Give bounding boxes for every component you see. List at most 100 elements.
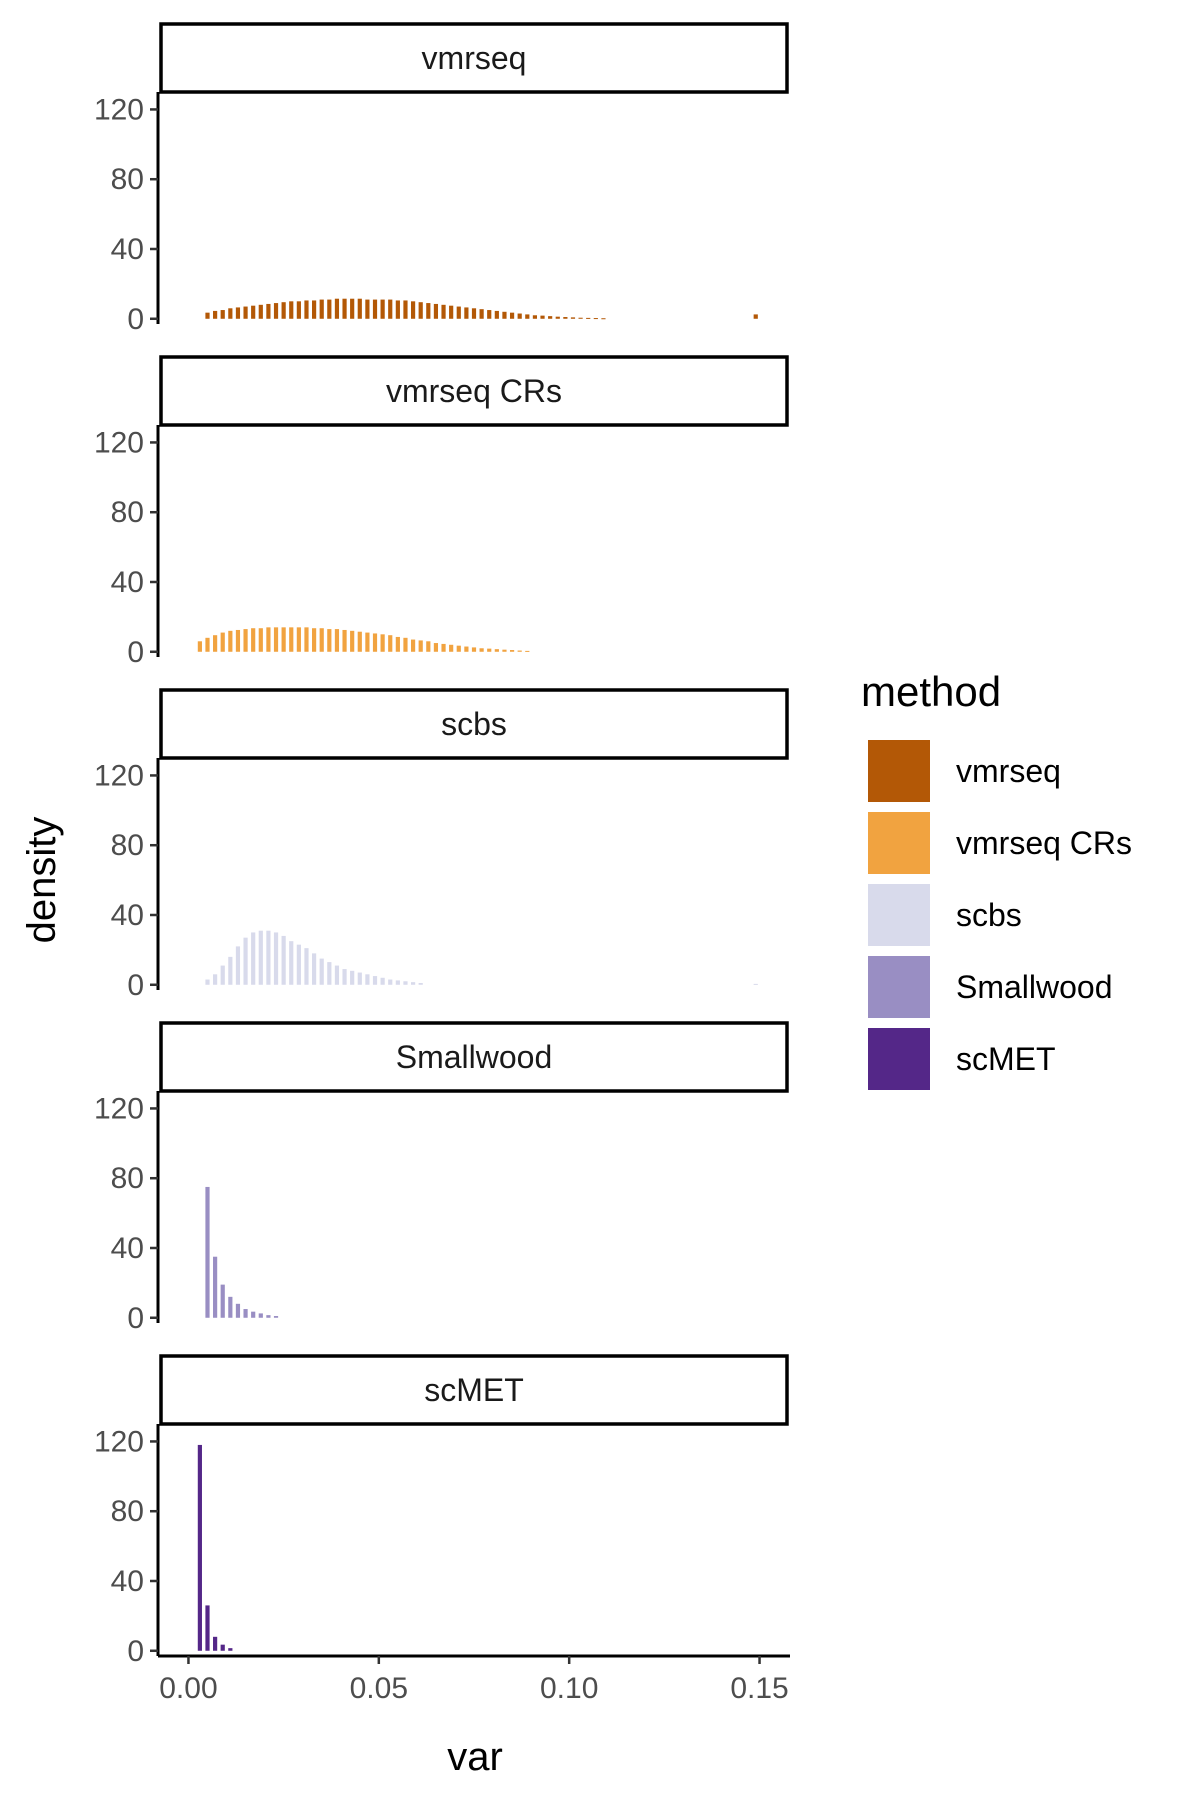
y-tick-label: 80 <box>111 1495 144 1528</box>
histogram-bar <box>372 976 378 985</box>
histogram-bar <box>357 298 362 319</box>
facet-strip-label: Smallwood <box>396 1039 553 1075</box>
histogram-bar <box>380 977 385 985</box>
histogram-bar <box>372 299 378 319</box>
histogram-bar <box>319 958 324 985</box>
histogram-bar <box>304 627 309 652</box>
histogram-bar <box>357 972 362 985</box>
facet-strip <box>159 22 789 94</box>
histogram-bar <box>441 643 446 652</box>
histogram-bar <box>197 1444 202 1651</box>
histogram-bar <box>213 974 218 985</box>
histogram-bar <box>350 298 355 319</box>
histogram-bar <box>220 632 225 652</box>
histogram-bar <box>312 300 317 319</box>
legend-label: scbs <box>956 897 1022 933</box>
histogram-bar <box>312 953 317 985</box>
legend: method vmrseq vmrseq CRs scbs Smallwood scME… <box>861 668 1132 1090</box>
legend-swatch <box>868 740 930 802</box>
y-tick-label: 0 <box>127 303 144 336</box>
histogram-bar <box>441 304 446 319</box>
histogram-bar <box>273 627 279 652</box>
histogram-bar <box>319 299 324 319</box>
histogram-bar <box>350 970 355 985</box>
histogram-bar <box>213 635 218 652</box>
histogram-bar <box>365 974 370 985</box>
legend-label: Smallwood <box>956 969 1113 1005</box>
histogram-bar <box>243 629 248 652</box>
histogram-bar <box>570 317 576 319</box>
histogram-bar <box>235 629 241 652</box>
histogram-bar <box>426 641 431 652</box>
y-tick-label: 120 <box>94 1425 144 1458</box>
histogram-bar <box>281 627 286 652</box>
histogram-bar <box>433 643 439 652</box>
histogram-bar <box>266 930 271 985</box>
histogram-bar <box>372 633 378 652</box>
histogram-bar <box>273 932 279 985</box>
histogram-bar <box>213 310 218 319</box>
histogram-bar <box>228 1296 233 1318</box>
facet-strip-label: scbs <box>441 706 507 742</box>
histogram-bar <box>487 648 492 652</box>
x-tick-label: 0.10 <box>540 1672 598 1705</box>
x-tick-label: 0.00 <box>159 1672 217 1705</box>
histogram-bar <box>418 302 423 319</box>
y-tick-label: 40 <box>111 566 144 599</box>
facet-panel: vmrseq CRs 0 40 80 120 <box>94 355 789 669</box>
histogram-bar <box>289 627 294 652</box>
histogram-bar <box>220 1644 225 1651</box>
histogram-bar <box>357 631 362 652</box>
histogram-bar <box>296 301 301 319</box>
histogram-bar <box>327 962 332 985</box>
legend-swatch <box>868 1028 930 1090</box>
histogram-bar <box>502 649 507 652</box>
histogram-bar <box>273 1316 279 1318</box>
histogram-bar <box>228 956 233 985</box>
legend-label: vmrseq CRs <box>956 825 1132 861</box>
histogram-bar <box>235 1303 241 1318</box>
histogram-bar <box>502 311 507 319</box>
legend-label: vmrseq <box>956 753 1061 789</box>
facet-strip <box>159 1021 789 1093</box>
y-tick-label: 40 <box>111 1232 144 1265</box>
y-tick-label: 80 <box>111 829 144 862</box>
histogram-bar <box>525 314 530 319</box>
y-axis-title: density <box>20 817 64 944</box>
histogram-bar <box>494 310 499 319</box>
histogram-bar <box>342 629 347 652</box>
histogram-bar <box>197 641 202 652</box>
histogram-bar <box>388 979 393 985</box>
histogram-bar <box>258 1313 263 1318</box>
histogram-bar <box>449 644 454 652</box>
histogram-bar <box>449 305 454 319</box>
x-axis-title: var <box>447 1735 503 1779</box>
histogram-bar <box>281 302 286 319</box>
histogram-bar <box>388 635 393 652</box>
legend-title: method <box>861 668 1001 715</box>
histogram-bar <box>487 310 492 319</box>
histogram-bar <box>601 318 606 320</box>
y-tick-label: 0 <box>127 1302 144 1335</box>
y-tick-label: 40 <box>111 233 144 266</box>
histogram-bar <box>312 628 317 652</box>
histogram-bar <box>266 627 271 652</box>
histogram-bar <box>296 944 301 985</box>
histogram-bar <box>228 308 233 319</box>
histogram-bar <box>403 981 408 985</box>
histogram-bar <box>418 983 423 985</box>
histogram-bar <box>281 935 286 985</box>
histogram-bar <box>220 1284 225 1318</box>
histogram-bar <box>418 640 423 652</box>
histogram-bar <box>342 298 347 319</box>
y-tick-label: 40 <box>111 1565 144 1598</box>
histogram-bar <box>479 648 484 652</box>
histogram-bar <box>380 299 385 319</box>
histogram-bar <box>205 1186 210 1318</box>
y-tick-label: 0 <box>127 969 144 1002</box>
histogram-bar <box>410 639 416 652</box>
legend-swatch <box>868 956 930 1018</box>
histogram-bar <box>319 628 324 652</box>
